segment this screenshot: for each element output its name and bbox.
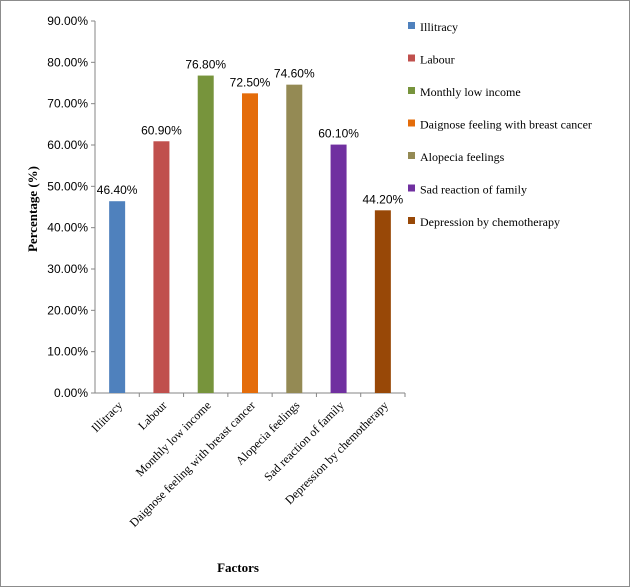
y-axis: 0.00% 10.00% 20.00% 30.00% 40.00% 50.00% 60.00… xyxy=(47,14,405,400)
x-tick-label: Sad reaction of family xyxy=(261,398,347,484)
x-tick-label: Labour xyxy=(135,398,169,432)
y-tick-label: 50.00% xyxy=(47,179,88,193)
legend-swatch xyxy=(408,184,415,192)
y-axis-title: Percentage (%) xyxy=(25,166,40,252)
data-labels: 46.40% 60.90% 76.80% 72.50%74.60% 60.10% 44.2… xyxy=(97,58,404,207)
x-tick-label: Monthly low income xyxy=(133,398,214,479)
bar xyxy=(374,210,391,393)
legend-swatch xyxy=(408,119,415,127)
y-tick-label: 40.00% xyxy=(47,221,88,235)
legend-swatch xyxy=(408,87,415,94)
data-label: 46.40% xyxy=(97,183,138,197)
legend-swatch xyxy=(408,54,415,62)
legend-label: Illitracy xyxy=(420,20,458,34)
y-tick-label: 10.00% xyxy=(47,345,88,359)
legend-label: Monthly low income xyxy=(420,85,521,99)
y-tick-label: 70.00% xyxy=(47,97,88,111)
y-tick-label: 0.00% xyxy=(54,386,88,400)
legend-label: Alopecia feelings xyxy=(420,150,505,164)
legend: Illitracy Labour Monthly low income Daignos… xyxy=(408,20,592,229)
legend-swatch xyxy=(408,22,415,29)
y-tick-label: 80.00% xyxy=(47,55,88,69)
bar xyxy=(197,75,214,393)
legend-label: Daignose feeling with breast cancer xyxy=(420,118,592,132)
data-label: 76.80% xyxy=(185,58,226,72)
legend-label: Depression by chemotherapy xyxy=(420,215,560,229)
legend-swatch xyxy=(408,217,415,224)
legend-label: Labour xyxy=(420,53,455,67)
x-tick-label: Illitracy xyxy=(89,398,126,435)
data-label: 60.10% xyxy=(318,127,359,141)
bar xyxy=(286,84,303,394)
bars xyxy=(109,75,391,394)
bar xyxy=(330,144,347,393)
legend-label: Sad reaction of family xyxy=(420,183,527,197)
data-label: 74.60% xyxy=(274,67,315,81)
y-tick-label: 20.00% xyxy=(47,303,88,317)
y-tick-label: 90.00% xyxy=(47,14,88,28)
data-label: 60.90% xyxy=(141,123,182,137)
data-label: 72.50% xyxy=(230,75,271,89)
y-tick-label: 30.00% xyxy=(47,262,88,276)
bar xyxy=(153,141,170,393)
x-axis-title: Factors xyxy=(217,560,259,575)
bar xyxy=(109,201,126,393)
legend-swatch xyxy=(408,152,415,159)
bar xyxy=(242,93,258,393)
data-label: 44.20% xyxy=(363,192,404,206)
y-tick-label: 60.00% xyxy=(47,138,88,152)
